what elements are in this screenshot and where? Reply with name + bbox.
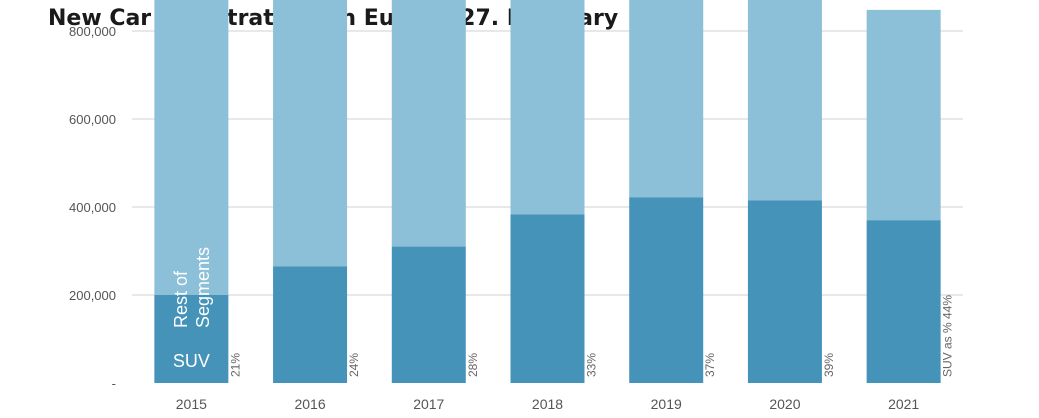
bar-rest-of-segments [510,0,585,215]
bars [154,0,941,383]
bar-suv [629,197,704,383]
share-label: 33% [585,353,599,377]
y-tick-label: 800,000 [69,24,116,39]
bar-rest-of-segments [866,9,941,221]
bar-suv [391,246,466,383]
share-label: 28% [466,353,480,377]
share-label: 24% [347,353,361,377]
x-tick-label: 2016 [294,396,325,412]
bar-rest-of-segments [747,0,822,201]
segment-labels: SUV Rest of Segments [171,247,213,371]
x-tick-label: 2018 [532,396,563,412]
series-label-rest-line-2: Segments [193,247,213,328]
series-label-rest-line-1: Rest of [171,270,191,328]
share-label: 37% [703,353,717,377]
share-label: SUV as % 44% [941,295,955,377]
y-tick-label: 200,000 [69,288,116,303]
bar-suv [154,295,229,383]
share-labels: 21% 24% 28% 33% 37% 39% SUV as % 44% [228,295,954,377]
bar-suv [510,214,585,383]
y-axis-ticks: -200,000400,000600,000800,0001,000,0001,… [69,24,116,391]
y-tick-label: 400,000 [69,200,116,215]
bar-rest-of-segments [391,0,466,247]
bar-rest-of-segments [273,0,348,267]
share-label: 21% [228,353,242,377]
bar-rest-of-segments [629,0,704,198]
y-tick-label: - [112,376,116,391]
x-tick-label: 2019 [651,396,682,412]
x-tick-label: 2017 [413,396,444,412]
series-label-suv: SUV [173,351,210,371]
x-axis-ticks: 2015 2016 2017 2018 2019 2020 2021 [176,396,920,412]
bar-rest-of-segments [154,0,229,296]
y-tick-label: 600,000 [69,112,116,127]
x-tick-label: 2015 [176,396,207,412]
bar-suv [747,200,822,383]
x-tick-label: 2020 [769,396,800,412]
bar-suv [273,266,348,383]
share-label: 39% [822,353,836,377]
bar-suv [866,220,941,383]
x-tick-label: 2021 [888,396,919,412]
